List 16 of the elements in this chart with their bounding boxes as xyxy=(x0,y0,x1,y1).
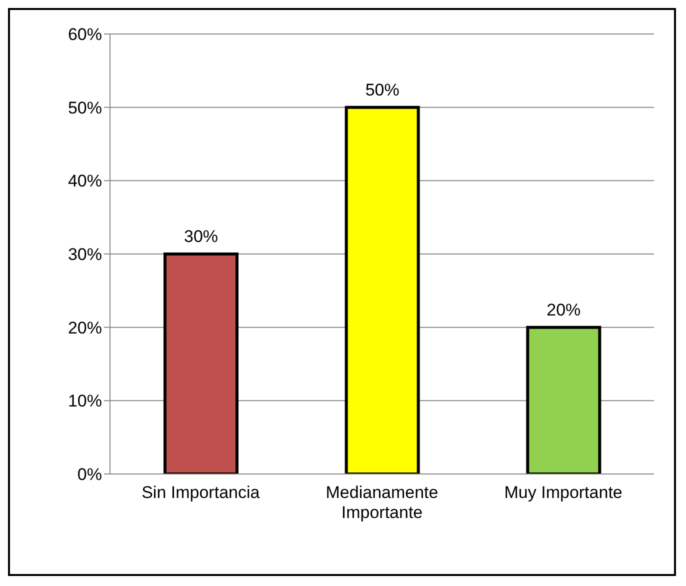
y-tick-label: 40% xyxy=(68,172,102,191)
data-label: 30% xyxy=(184,227,218,246)
data-label: 20% xyxy=(546,300,581,320)
y-tick-label: 10% xyxy=(68,392,102,411)
y-tick-label: 0% xyxy=(77,465,102,484)
data-label: 50% xyxy=(365,80,400,100)
y-tick-label: 50% xyxy=(68,98,102,118)
x-tick-label: Muy Importante xyxy=(504,483,622,502)
x-tick-label: Sin Importancia xyxy=(142,483,260,502)
y-tick-label: 60% xyxy=(68,25,102,44)
y-tick-label: 20% xyxy=(68,318,102,338)
y-tick-label: 30% xyxy=(68,245,102,264)
x-tick-label: Medianamente Importante xyxy=(326,483,438,522)
bar xyxy=(164,252,238,474)
bar xyxy=(526,326,602,474)
bar xyxy=(344,106,420,474)
